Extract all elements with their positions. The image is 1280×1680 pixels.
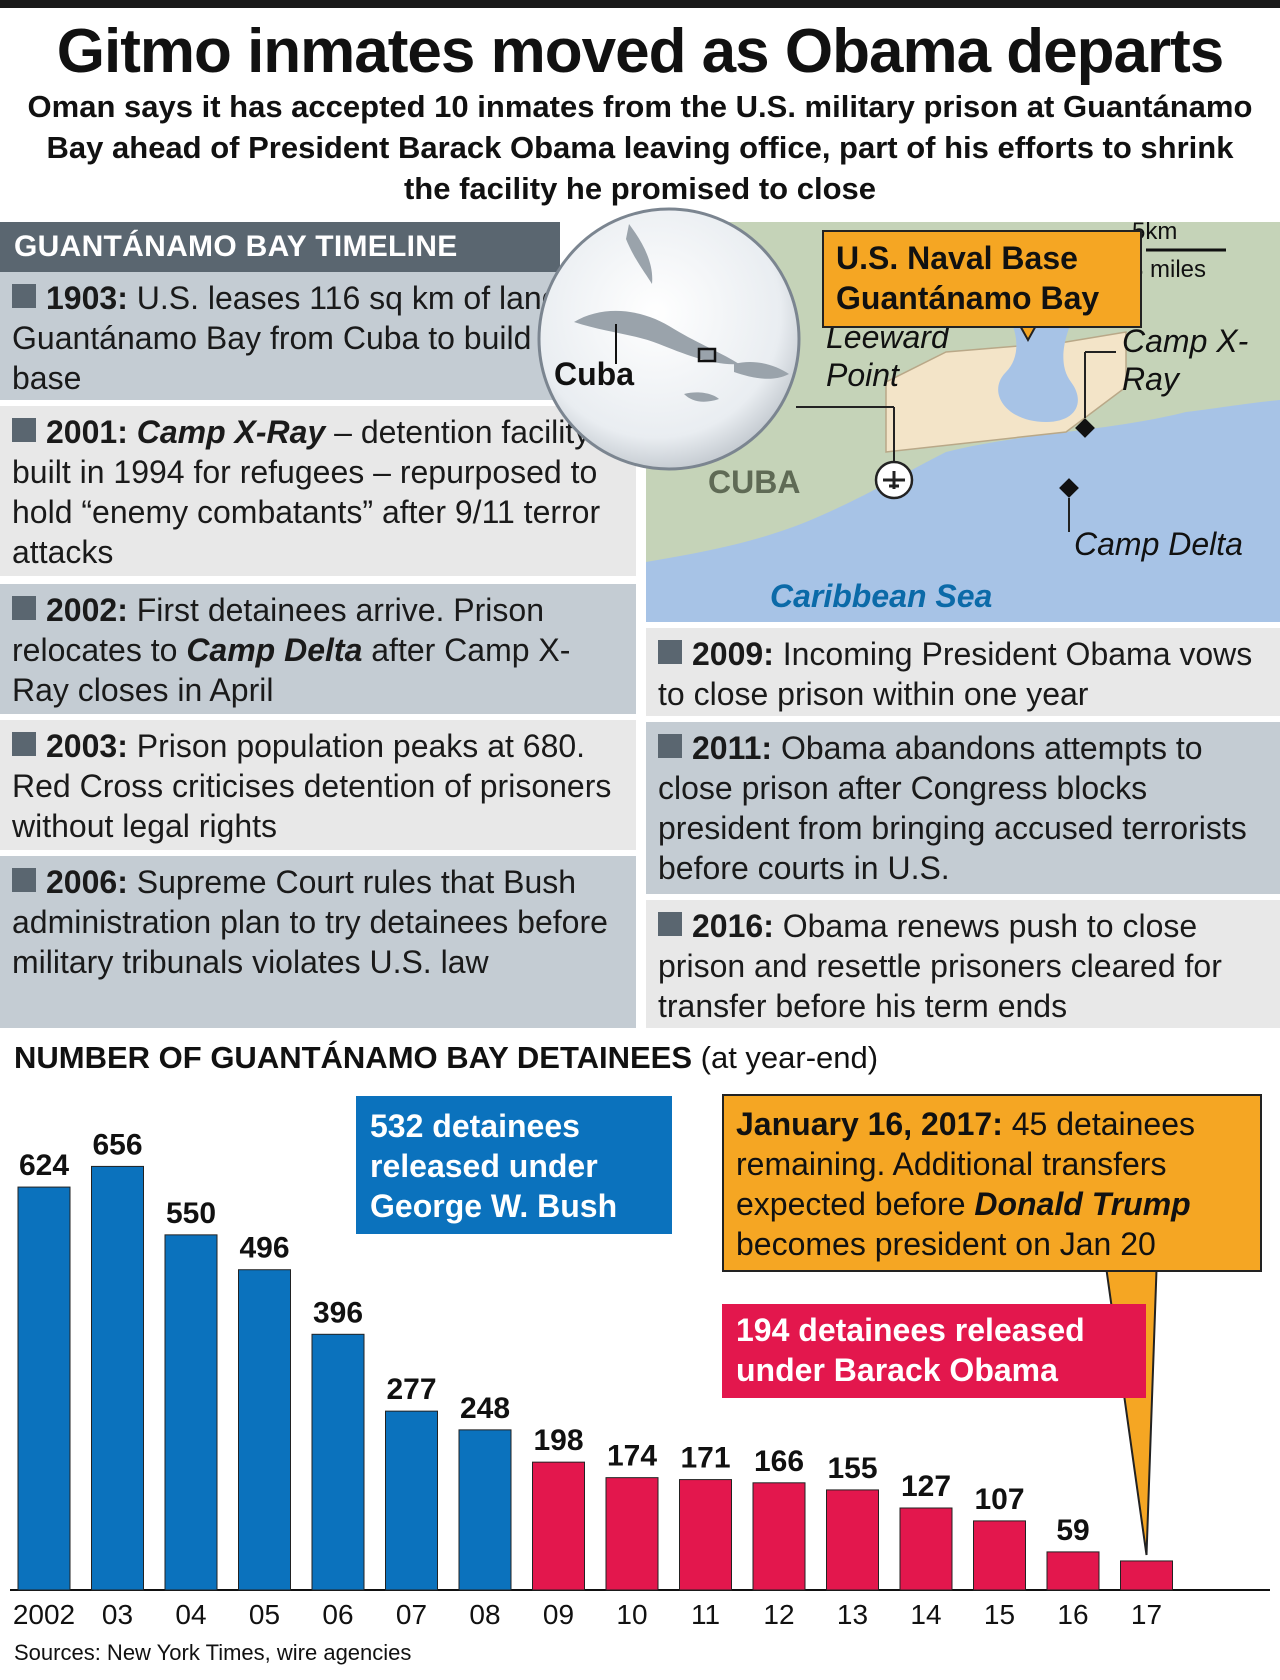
camp-delta-label: Camp Delta xyxy=(1074,526,1243,562)
bullet-square xyxy=(12,868,36,892)
tick-label-16: 16 xyxy=(1057,1599,1088,1630)
data-label-12: 166 xyxy=(754,1445,804,1478)
timeline-entry-1903: 1903: U.S. leases 116 sq km of land in G… xyxy=(0,272,630,400)
timeline-entry-2011: 2011: Obama abandons attempts to close p… xyxy=(646,722,1280,894)
bar-2002 xyxy=(17,1186,71,1591)
camp-xray-label: Camp X-Ray xyxy=(1122,323,1249,397)
scale-miles: 3 miles xyxy=(1130,256,1207,283)
naval-base-label: U.S. Naval Base Guantánamo Bay xyxy=(822,230,1142,328)
data-label-10: 174 xyxy=(607,1440,657,1473)
sources-note: Sources: New York Times, wire agencies xyxy=(14,1640,412,1665)
tick-label-06: 06 xyxy=(322,1599,353,1630)
tick-label-11: 11 xyxy=(691,1599,720,1630)
bar-05 xyxy=(238,1269,291,1591)
timeline-entry-2016: 2016: Obama renews push to close prison … xyxy=(646,900,1280,1028)
tick-label-05: 05 xyxy=(249,1599,280,1630)
detainees-bar-chart: 624 2002 656 03 550 04 496 05 396 06 277 07 248 08 198… xyxy=(10,1128,1270,1630)
data-label-05: 496 xyxy=(239,1232,289,1265)
map-sea xyxy=(646,400,1280,622)
sea-label: Caribbean Sea xyxy=(770,578,993,614)
bullet-square xyxy=(658,734,682,758)
tick-label-07: 07 xyxy=(396,1599,427,1630)
bullet-square xyxy=(12,732,36,756)
scale-km: 5km xyxy=(1132,222,1178,245)
tick-label-09: 09 xyxy=(543,1599,574,1630)
bullet-square xyxy=(658,912,682,936)
data-label-08: 248 xyxy=(460,1392,510,1425)
data-label-11: 171 xyxy=(680,1442,730,1475)
chart-title: NUMBER OF GUANTÁNAMO BAY DETAINEES (at y… xyxy=(14,1040,879,1075)
data-label-2002: 624 xyxy=(19,1149,69,1182)
page-title: Gitmo inmates moved as Obama departs xyxy=(56,17,1225,86)
bar-13 xyxy=(826,1489,879,1591)
data-label-16: 59 xyxy=(1056,1514,1089,1547)
bar-04 xyxy=(164,1234,218,1591)
timeline-entry-2009: 2009: Incoming President Obama vows to c… xyxy=(646,628,1280,716)
bullet-square xyxy=(12,596,36,620)
bar-09 xyxy=(532,1461,585,1591)
tick-label-10: 10 xyxy=(616,1599,647,1630)
bush-callout: 532 detainees released under George W. B… xyxy=(356,1096,672,1234)
tick-label-04: 04 xyxy=(175,1599,206,1630)
tick-label-14: 14 xyxy=(910,1599,941,1630)
data-label-13: 155 xyxy=(827,1452,877,1485)
globe-svg xyxy=(537,207,801,471)
bar-14 xyxy=(899,1507,953,1591)
data-label-06: 396 xyxy=(313,1296,363,1329)
bar-17 xyxy=(1120,1560,1173,1591)
bar-11 xyxy=(679,1479,732,1591)
bar-12 xyxy=(752,1482,806,1591)
bullet-square xyxy=(12,418,36,442)
data-label-14: 127 xyxy=(901,1470,951,1503)
cuba-map-label: CUBA xyxy=(708,464,801,500)
bullet-square xyxy=(12,284,36,308)
globe-cuba-label: Cuba xyxy=(554,356,634,392)
data-label-03: 656 xyxy=(92,1128,142,1161)
leeward-point-label: Leeward Point xyxy=(826,319,949,393)
cuba-globe: Cuba xyxy=(534,204,804,474)
bar-07 xyxy=(385,1410,438,1591)
data-label-09: 198 xyxy=(533,1424,583,1457)
tick-label-13: 13 xyxy=(837,1599,868,1630)
jan-2017-callout: January 16, 2017: 45 detainees remaining… xyxy=(722,1094,1262,1272)
camp-delta-marker xyxy=(1059,478,1079,498)
data-label-04: 550 xyxy=(166,1197,216,1230)
timeline-header: GUANTÁNAMO BAY TIMELINE xyxy=(0,222,560,272)
bullet-square xyxy=(658,640,682,664)
obama-callout: 194 detainees released under Barack Obam… xyxy=(722,1304,1146,1398)
bar-16 xyxy=(1046,1551,1100,1591)
tick-label-03: 03 xyxy=(102,1599,133,1630)
camp-xray-marker xyxy=(1075,418,1095,438)
top-rule xyxy=(0,0,1280,8)
bar-10 xyxy=(605,1477,659,1591)
timeline-entry-2001: 2001: Camp X-Ray – detention facility bu… xyxy=(0,406,636,576)
tick-label-2002: 2002 xyxy=(13,1599,75,1630)
timeline-entry-2003: 2003: Prison population peaks at 680. Re… xyxy=(0,720,636,850)
subtitle: Oman says it has accepted 10 inmates fro… xyxy=(27,89,1253,206)
tick-label-17: 17 xyxy=(1131,1599,1162,1630)
bar-06 xyxy=(311,1333,365,1591)
bar-15 xyxy=(973,1520,1026,1591)
timeline-entry-2002: 2002: First detainees arrive. Prison rel… xyxy=(0,584,636,714)
timeline-entry-2006: 2006: Supreme Court rules that Bush admi… xyxy=(0,856,636,1028)
bar-03 xyxy=(91,1165,144,1591)
tick-label-08: 08 xyxy=(469,1599,500,1630)
data-label-07: 277 xyxy=(386,1373,436,1406)
tick-label-15: 15 xyxy=(984,1599,1015,1630)
bar-08 xyxy=(458,1429,512,1591)
data-label-15: 107 xyxy=(974,1483,1024,1516)
airport-icon xyxy=(874,460,914,500)
tick-label-12: 12 xyxy=(763,1599,794,1630)
